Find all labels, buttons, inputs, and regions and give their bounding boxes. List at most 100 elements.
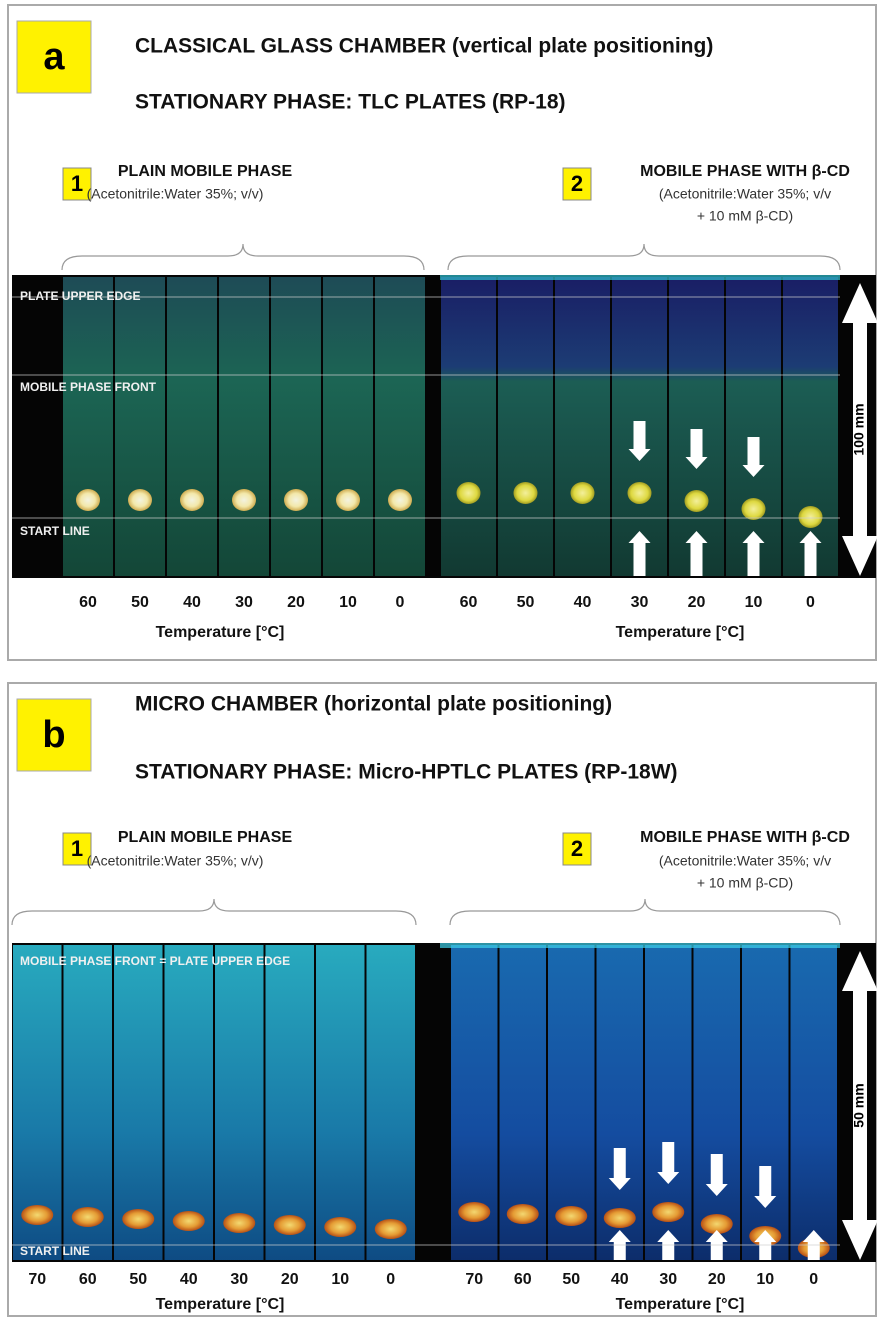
spot xyxy=(685,490,709,512)
spot xyxy=(21,1205,53,1225)
temperature-label: 0 xyxy=(396,594,405,611)
spot xyxy=(571,482,595,504)
temperature-label: 40 xyxy=(183,594,201,611)
spot xyxy=(223,1213,255,1233)
plate xyxy=(742,945,789,1260)
temperature-label: 40 xyxy=(180,1271,198,1288)
temperature-label: 60 xyxy=(460,594,478,611)
group-description: (Acetonitrile:Water 35%; v/v xyxy=(659,186,831,202)
spot xyxy=(507,1204,539,1224)
plate xyxy=(555,277,610,576)
plate xyxy=(316,945,365,1260)
plate xyxy=(219,277,269,576)
plate xyxy=(791,945,838,1260)
plate-label: START LINE xyxy=(20,1244,90,1258)
panel-subtitle: STATIONARY PHASE: Micro-HPTLC PLATES (RP… xyxy=(135,761,678,784)
temperature-label: 50 xyxy=(562,1271,580,1288)
axis-label: Temperature [°C] xyxy=(616,624,745,641)
spot xyxy=(232,489,256,511)
panel-title: MICRO CHAMBER (horizontal plate position… xyxy=(135,693,612,716)
scale-label: 100 mm xyxy=(851,403,867,455)
temperature-label: 30 xyxy=(235,594,253,611)
plate xyxy=(694,945,741,1260)
spot xyxy=(742,498,766,520)
group-heading: PLAIN MOBILE PHASE xyxy=(118,163,293,180)
badge-number: 2 xyxy=(571,836,583,861)
group-description: + 10 mM β-CD) xyxy=(697,208,793,224)
temperature-label: 60 xyxy=(79,594,97,611)
plate xyxy=(367,945,416,1260)
panel-title: CLASSICAL GLASS CHAMBER (vertical plate … xyxy=(135,35,713,58)
spot xyxy=(72,1207,104,1227)
spot xyxy=(652,1202,684,1222)
plate-label: MOBILE PHASE FRONT xyxy=(20,380,157,394)
temperature-label: 30 xyxy=(659,1271,677,1288)
spot xyxy=(799,506,823,528)
group-description: (Acetonitrile:Water 35%; v/v xyxy=(659,853,831,869)
temperature-label: 20 xyxy=(708,1271,726,1288)
spot xyxy=(604,1208,636,1228)
solvent-edge xyxy=(440,943,840,948)
temperature-label: 40 xyxy=(611,1271,629,1288)
spot xyxy=(128,489,152,511)
panel-subtitle: STATIONARY PHASE: TLC PLATES (RP-18) xyxy=(135,91,566,114)
spot xyxy=(173,1211,205,1231)
spot xyxy=(457,482,481,504)
spot xyxy=(628,482,652,504)
axis-label: Temperature [°C] xyxy=(156,1296,285,1313)
page: aCLASSICAL GLASS CHAMBER (vertical plate… xyxy=(0,0,878,1317)
temperature-label: 60 xyxy=(79,1271,97,1288)
temperature-label: 70 xyxy=(465,1271,483,1288)
temperature-label: 40 xyxy=(574,594,592,611)
temperature-label: 10 xyxy=(331,1271,349,1288)
spot xyxy=(274,1215,306,1235)
plate xyxy=(271,277,321,576)
badge-number: 1 xyxy=(71,171,83,196)
group-heading: PLAIN MOBILE PHASE xyxy=(118,829,293,846)
scale-label: 50 mm xyxy=(851,1083,867,1127)
spot xyxy=(388,489,412,511)
plate xyxy=(498,277,553,576)
spot xyxy=(514,482,538,504)
temperature-label: 0 xyxy=(806,594,815,611)
panel-letter: b xyxy=(42,714,65,756)
badge-number: 2 xyxy=(571,171,583,196)
temperature-label: 50 xyxy=(517,594,535,611)
plate-label: START LINE xyxy=(20,524,90,538)
temperature-label: 10 xyxy=(339,594,357,611)
spot xyxy=(180,489,204,511)
badge-number: 1 xyxy=(71,836,83,861)
temperature-label: 20 xyxy=(281,1271,299,1288)
temperature-label: 50 xyxy=(131,594,149,611)
axis-label: Temperature [°C] xyxy=(616,1296,745,1313)
spot xyxy=(76,489,100,511)
temperature-label: 20 xyxy=(688,594,706,611)
spot xyxy=(122,1209,154,1229)
plate xyxy=(167,277,217,576)
group-heading: MOBILE PHASE WITH β-CD xyxy=(640,163,850,180)
spot xyxy=(336,489,360,511)
group-description: + 10 mM β-CD) xyxy=(697,875,793,891)
temperature-label: 60 xyxy=(514,1271,532,1288)
group-description: (Acetonitrile:Water 35%; v/v) xyxy=(87,853,264,869)
plate xyxy=(323,277,373,576)
temperature-label: 70 xyxy=(28,1271,46,1288)
plate xyxy=(441,277,496,576)
spot xyxy=(555,1206,587,1226)
spot xyxy=(375,1219,407,1239)
temperature-label: 10 xyxy=(756,1271,774,1288)
plate xyxy=(215,945,264,1260)
axis-label: Temperature [°C] xyxy=(156,624,285,641)
plate xyxy=(375,277,425,576)
plate xyxy=(266,945,315,1260)
spot xyxy=(458,1202,490,1222)
plate-label: MOBILE PHASE FRONT = PLATE UPPER EDGE xyxy=(20,954,290,968)
plate xyxy=(115,277,165,576)
group-description: (Acetonitrile:Water 35%; v/v) xyxy=(87,186,264,202)
group-heading: MOBILE PHASE WITH β-CD xyxy=(640,829,850,846)
temperature-label: 10 xyxy=(745,594,763,611)
plate-label: PLATE UPPER EDGE xyxy=(20,289,140,303)
spot xyxy=(284,489,308,511)
solvent-edge xyxy=(440,275,840,280)
temperature-label: 20 xyxy=(287,594,305,611)
